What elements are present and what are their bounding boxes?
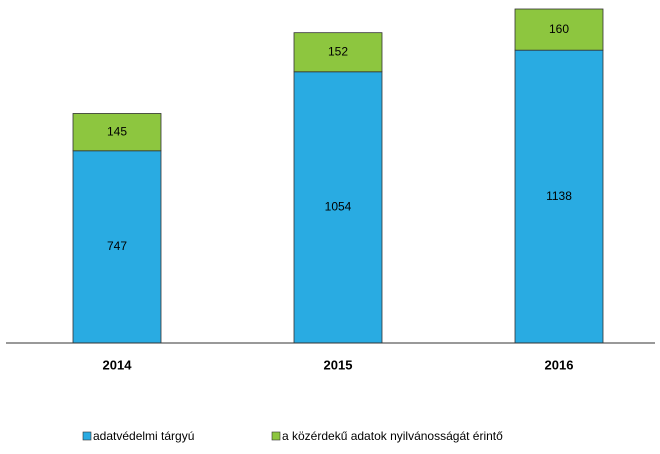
bar-segment	[514, 49, 604, 344]
data-label: 747	[107, 239, 127, 253]
bar-segment	[293, 32, 383, 73]
x-tick-label: 2015	[324, 357, 353, 372]
data-label: 145	[107, 124, 127, 138]
x-tick-label: 2016	[545, 357, 574, 372]
legend-swatch	[271, 431, 281, 441]
legend-label: adatvédelmi tárgyú	[93, 429, 194, 443]
bar-segment	[72, 150, 162, 344]
data-label: 1054	[325, 200, 352, 214]
legend-swatch	[82, 431, 92, 441]
data-label: 152	[328, 44, 348, 58]
data-label: 160	[549, 22, 569, 36]
bar-segment	[514, 8, 604, 51]
data-label: 1138	[546, 189, 572, 203]
bar-segment	[72, 113, 162, 152]
x-tick-label: 2014	[103, 357, 133, 372]
legend-label: a közérdekű adatok nyilvánosságát érintő	[282, 429, 503, 443]
